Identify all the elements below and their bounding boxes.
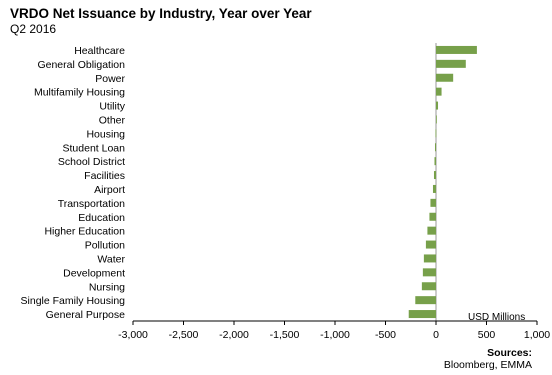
x-tick-label: -2,500: [169, 329, 199, 341]
bar-school-district: [434, 157, 436, 166]
x-tick-label: -1,000: [320, 329, 350, 341]
category-label: Development: [63, 267, 125, 279]
bar-power: [436, 73, 454, 82]
x-tick-label: -2,000: [219, 329, 249, 341]
bar-facilities: [433, 171, 436, 180]
bar-water: [423, 254, 436, 263]
sources-label: Sources:: [487, 347, 532, 359]
category-label: Higher Education: [44, 226, 125, 238]
category-label: Housing: [86, 128, 125, 140]
x-tick-label: 1,000: [524, 329, 550, 341]
bar-airport: [432, 184, 436, 193]
bar-general-purpose: [408, 310, 436, 319]
category-label: Other: [99, 114, 126, 126]
category-label: Facilities: [84, 170, 125, 182]
bar-transportation: [430, 198, 436, 207]
bar-housing: [435, 129, 437, 138]
category-label: Multifamily Housing: [34, 87, 125, 99]
bar-other: [436, 115, 437, 124]
bar-general-obligation: [436, 59, 466, 68]
category-label: Power: [95, 73, 125, 85]
category-label: Nursing: [89, 281, 125, 293]
chart-subtitle: Q2 2016: [10, 22, 57, 36]
bar-pollution: [425, 240, 436, 249]
category-label: Education: [78, 212, 125, 224]
sources-note: Sources: Bloomberg, EMMA: [444, 347, 532, 371]
category-label: General Purpose: [46, 309, 126, 321]
sources-text: Bloomberg, EMMA: [443, 359, 532, 371]
category-label: Single Family Housing: [21, 295, 126, 307]
x-tick-label: -1,500: [270, 329, 300, 341]
bar-single-family-housing: [415, 296, 436, 305]
x-axis-title: USD Millions: [468, 312, 526, 323]
bar-nursing: [421, 282, 436, 291]
category-label: Transportation: [58, 198, 125, 210]
x-tick-label: 500: [478, 329, 496, 341]
bar-development: [422, 268, 436, 277]
category-label: General Obligation: [37, 59, 125, 71]
bar-healthcare: [436, 45, 477, 54]
category-label: Water: [97, 253, 125, 265]
bar-multifamily-housing: [436, 87, 442, 96]
bar-utility: [436, 101, 439, 110]
category-label: Student Loan: [63, 142, 126, 154]
category-label: School District: [58, 156, 125, 168]
bar-education: [429, 212, 436, 221]
category-label: Healthcare: [74, 45, 125, 57]
bar-higher-education: [427, 226, 436, 235]
x-tick-label: 0: [433, 329, 439, 341]
category-label: Pollution: [85, 240, 125, 252]
category-label: Airport: [94, 184, 125, 196]
x-tick-label: -3,000: [118, 329, 148, 341]
bar-student-loan: [434, 143, 436, 152]
chart-title: VRDO Net Issuance by Industry, Year over…: [10, 6, 312, 21]
x-tick-label: -500: [375, 329, 396, 341]
category-label: Utility: [99, 101, 125, 113]
